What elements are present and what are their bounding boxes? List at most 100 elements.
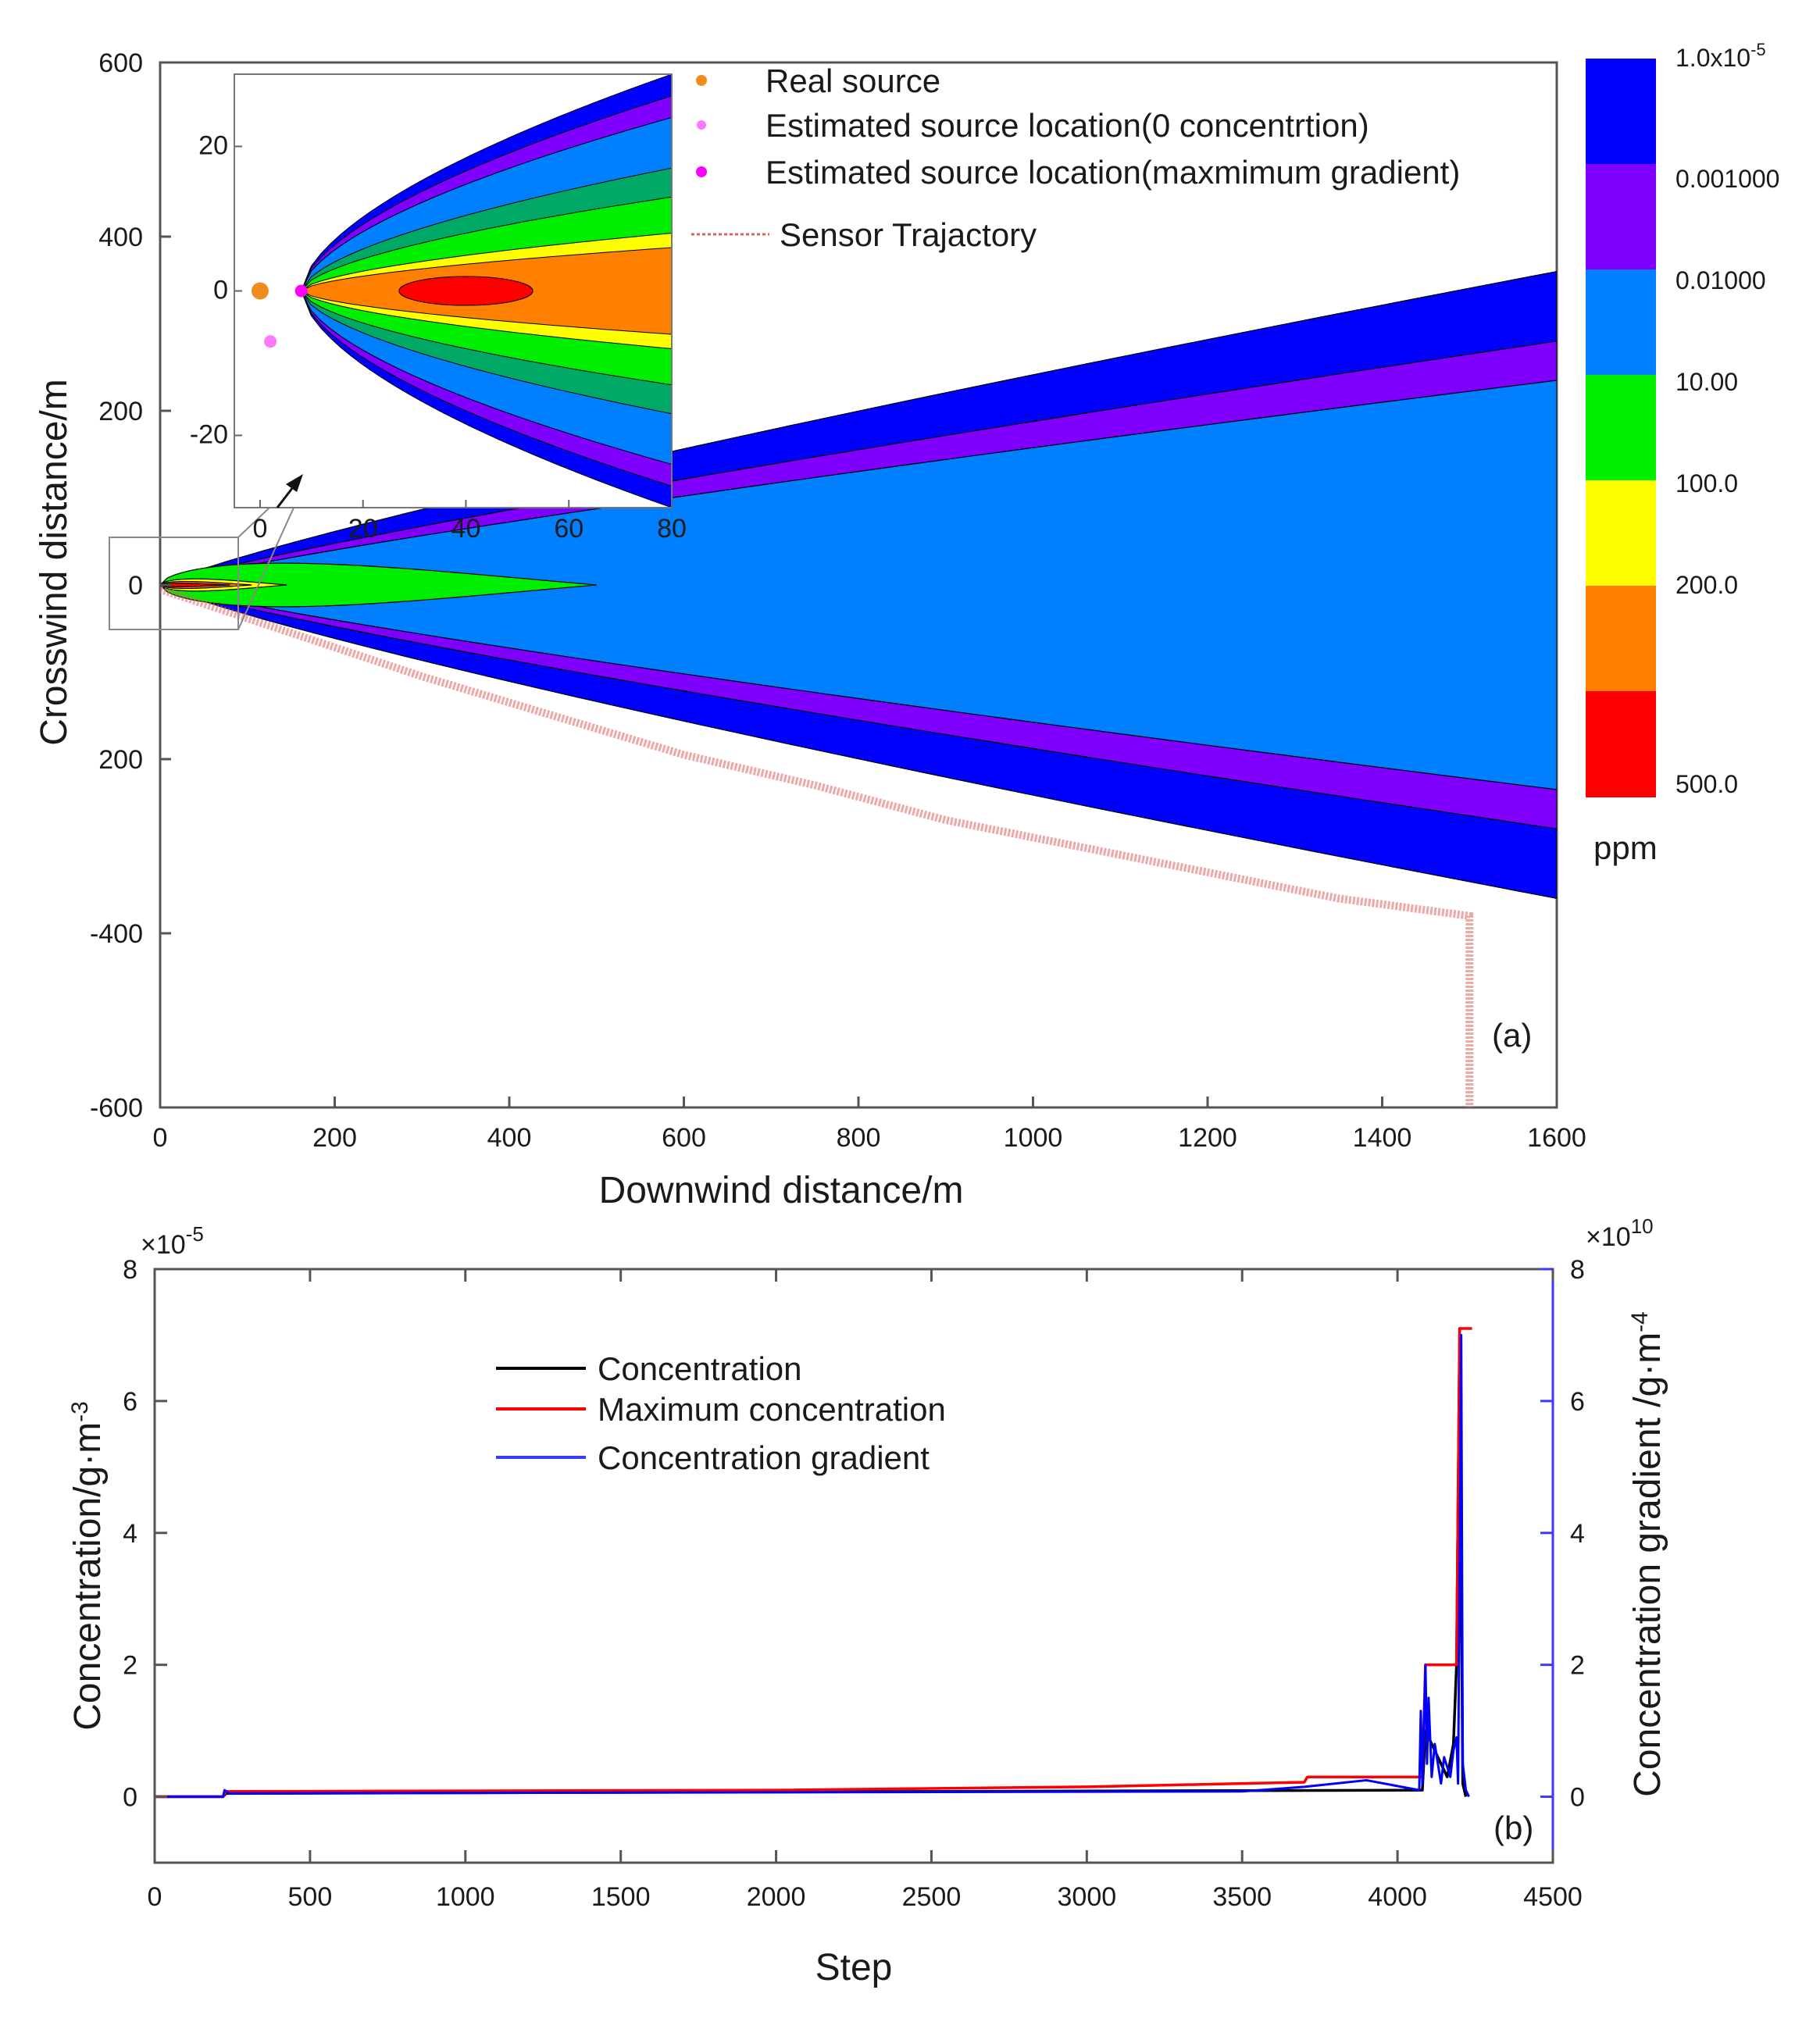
- a-xtick-label: 200: [312, 1123, 357, 1153]
- panel-a-ylabel: Crosswind distance/m: [34, 379, 75, 746]
- plume-contours: [160, 270, 1557, 900]
- colorbar-label-0: 1.0x10-5: [1675, 40, 1766, 72]
- a-xtick-label: 1400: [1353, 1123, 1412, 1153]
- panel-b-series: [155, 1327, 1472, 1799]
- inset-xtick-label: 20: [348, 514, 378, 544]
- colorbar-unit: ppm: [1593, 829, 1658, 866]
- colorbar-cell-5: [1586, 586, 1656, 692]
- series-line-2: [155, 1333, 1470, 1799]
- colorbar-label-2: 0.01000: [1675, 266, 1766, 294]
- inset-real-source: [251, 282, 269, 300]
- colorbar-cell-1: [1586, 164, 1656, 270]
- inset-ytick-label: 20: [198, 131, 228, 161]
- inner-contour-3: [160, 583, 230, 587]
- a-ytick-label: -400: [90, 919, 143, 949]
- left-multiplier: ×10-5: [141, 1222, 204, 1260]
- colorbar: 1.0x10-5 0.001000 0.01000 10.00 100.0 20…: [1586, 40, 1779, 866]
- colorbar-cell-3: [1586, 375, 1656, 481]
- a-xtick-label: 1200: [1178, 1123, 1237, 1153]
- b-xtick-label: 2500: [902, 1882, 962, 1912]
- inset-red-core: [398, 276, 534, 306]
- colorbar-label-3: 10.00: [1675, 368, 1738, 396]
- b-xtick-label: 4000: [1368, 1882, 1427, 1912]
- inner-contour-0: [160, 562, 597, 608]
- b-ytick-label-right: 2: [1570, 1651, 1585, 1681]
- a-xtick-label: 800: [837, 1123, 881, 1153]
- colorbar-label-5: 200.0: [1675, 571, 1738, 599]
- colorbar-cell-0: [1586, 59, 1656, 165]
- inset-ytick-label: 0: [213, 276, 228, 305]
- inset-xtick-label: 0: [252, 514, 267, 544]
- b-ytick-label-right: 8: [1570, 1255, 1585, 1285]
- legend-gradient: Concentration gradient: [598, 1439, 930, 1476]
- b-xtick-label: 2000: [747, 1882, 806, 1912]
- legend-concentration: Concentration: [598, 1350, 802, 1387]
- colorbar-label-6: 500.0: [1675, 770, 1738, 798]
- colorbar-label-4: 100.0: [1675, 469, 1738, 497]
- panel-b-ylabel-right: Concentration gradient /g·m-4: [1627, 1311, 1668, 1797]
- colorbar-cells: [1586, 59, 1656, 797]
- b-ytick-label-right: 6: [1570, 1387, 1585, 1417]
- a-xtick-label: 0: [153, 1123, 168, 1153]
- inset-ytick-label: -20: [190, 420, 228, 450]
- panel-a-xlabel: Downwind distance/m: [599, 1170, 964, 1211]
- zoom-box: [109, 537, 239, 630]
- b-ytick-label-right: 0: [1570, 1783, 1585, 1813]
- b-ytick-label-left: 8: [123, 1255, 137, 1285]
- a-ytick-label: 0: [128, 571, 143, 601]
- b-xtick-label: 3000: [1058, 1882, 1117, 1912]
- b-xtick-label: 1000: [436, 1882, 495, 1912]
- a-xtick-label: 1600: [1527, 1123, 1586, 1153]
- a-xtick-label: 400: [487, 1123, 532, 1153]
- b-ytick-label-right: 4: [1570, 1519, 1585, 1549]
- panel-b-frame: [153, 1268, 1554, 1864]
- legend-trajectory: Sensor Trajactory: [780, 216, 1037, 253]
- panel-a: 0 200 400 600 800 1000 1200 1400 160060040020002…: [34, 40, 1779, 1211]
- b-ytick-label-left: 6: [123, 1387, 137, 1417]
- right-multiplier: ×1010: [1586, 1214, 1654, 1252]
- panel-a-axes: 0 200 400 600 800 1000 1200 1400 160060040020002…: [90, 48, 1586, 1153]
- legend-estimated-gradient: Estimated source location(maxmimum gradi…: [765, 154, 1460, 191]
- sensor-trajectory: [160, 585, 1474, 1107]
- colorbar-label-1: 0.001000: [1675, 165, 1779, 193]
- b-ytick-label-left: 2: [123, 1651, 137, 1681]
- a-ytick-label: 600: [98, 48, 143, 78]
- a-ytick-label: 200: [98, 745, 143, 775]
- b-xtick-label: 1500: [591, 1882, 651, 1912]
- panel-b-legend: Concentration Maximum concentration Conc…: [496, 1350, 946, 1476]
- inset-estimated-zero: [264, 335, 277, 348]
- inset-contours: [251, 74, 672, 508]
- colorbar-cell-6: [1586, 691, 1656, 797]
- inset-xtick-label: 60: [554, 514, 583, 544]
- b-ytick-label-left: 0: [123, 1783, 137, 1813]
- b-xtick-label: 3500: [1212, 1882, 1272, 1912]
- a-xtick-label: 1000: [1004, 1123, 1063, 1153]
- trajectory-line: [160, 585, 1474, 1107]
- inset-xtick-label: 40: [451, 514, 481, 544]
- legend-real-source-marker: [696, 75, 707, 86]
- panel-a-legend: Real source Estimated source location(0 …: [691, 62, 1460, 253]
- panel-b-label: (b): [1493, 1810, 1533, 1846]
- b-xtick-label: 4500: [1523, 1882, 1583, 1912]
- colorbar-cell-2: [1586, 269, 1656, 376]
- a-xtick-label: 600: [662, 1123, 706, 1153]
- colorbar-cell-4: [1586, 480, 1656, 587]
- legend-estimated-zero: Estimated source location(0 concentrtion…: [765, 107, 1369, 144]
- legend-max-concentration: Maximum concentration: [598, 1391, 946, 1428]
- inset: 0 20 40 60 80 20 0 -20: [190, 73, 687, 544]
- b-xtick-label: 500: [288, 1882, 333, 1912]
- panel-b-axes: 0 500 1000 1500 2000 2500 3000 3500 4000 4500 0 2 4 6…: [123, 1255, 1585, 1912]
- legend-estimated-gradient-marker: [696, 166, 707, 177]
- a-ytick-label: -600: [90, 1093, 143, 1123]
- inset-arrow-head: [286, 474, 303, 492]
- a-ytick-label: 400: [98, 223, 143, 252]
- inset-xtick-label: 80: [657, 514, 687, 544]
- panel-a-label: (a): [1492, 1017, 1532, 1054]
- inset-estimated-gradient: [294, 284, 308, 298]
- panel-b-ylabel-left: Concentration/g·m-3: [67, 1401, 109, 1731]
- b-ytick-label-left: 4: [123, 1519, 137, 1549]
- panel-b-xlabel: Step: [815, 1947, 893, 1988]
- inset-axes: 0 20 40 60 80 20 0 -20: [190, 131, 687, 544]
- legend-real-source: Real source: [765, 62, 940, 99]
